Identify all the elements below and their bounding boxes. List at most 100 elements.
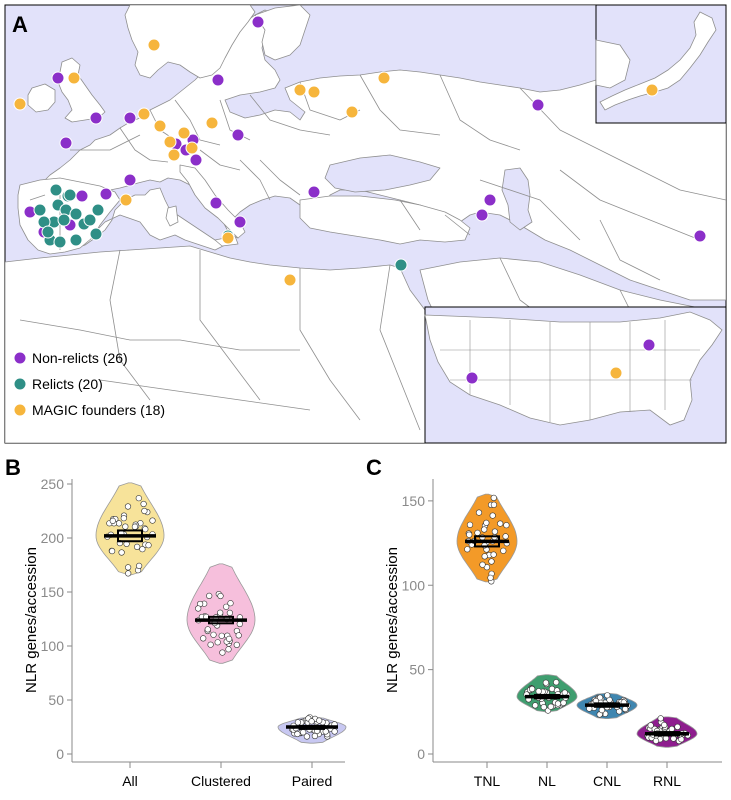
data-point (308, 718, 315, 725)
map-point-relict (69, 207, 83, 221)
map-point-non-relict (475, 208, 489, 222)
map-point-relict (69, 233, 83, 247)
data-point (535, 688, 542, 695)
panel-b-ylabel: NLR genes/accession (23, 547, 40, 693)
panel-label-c: C (366, 455, 382, 480)
inset-japan (595, 4, 727, 124)
data-point (670, 735, 677, 742)
panel-label-b: B (5, 455, 21, 480)
map-point-magic (163, 135, 177, 149)
data-point (124, 503, 132, 510)
data-point (139, 546, 146, 553)
data-point (108, 547, 116, 555)
data-point (210, 631, 217, 638)
panel-c-ylabel: NLR genes/accession (384, 547, 401, 693)
x-tick-label-tnl: TNL (474, 773, 501, 789)
data-point (598, 706, 606, 714)
data-point (195, 605, 202, 612)
data-point (303, 733, 311, 740)
panel-b-axes: 0 50 100 150 200 250 All Clustered Paired (41, 476, 345, 789)
x-tick-label-nl: NL (538, 773, 556, 789)
scandinavia-land (124, 5, 256, 79)
korea-land (595, 39, 631, 89)
data-point (136, 562, 143, 570)
data-point (120, 515, 127, 522)
map-point-relict (41, 225, 55, 239)
data-point (481, 526, 488, 533)
map-sample-points (13, 15, 707, 385)
data-point (479, 561, 486, 568)
y-tick-label: 100 (402, 577, 426, 593)
map-point-relict (83, 213, 97, 227)
map-point-non-relict (211, 73, 225, 87)
map-point-non-relict (307, 185, 321, 199)
data-point (490, 551, 497, 558)
black-sea (324, 154, 441, 193)
map-point-non-relict (123, 173, 137, 187)
map-point-magic (221, 231, 235, 245)
data-point (547, 703, 554, 710)
data-point (489, 512, 496, 519)
panel-a-map: Non-relicts (26) Relicts (20) MAGIC foun… (4, 4, 727, 444)
data-point (226, 635, 233, 643)
map-point-relict (394, 258, 408, 272)
sardinia-land (165, 205, 179, 227)
data-point (652, 737, 660, 745)
data-point (500, 547, 507, 554)
legend-label-magic: MAGIC founders (18) (32, 402, 165, 418)
violin-all (95, 482, 165, 576)
x-tick-label-cnl: CNL (593, 773, 621, 789)
map-point-non-relict (642, 338, 656, 352)
data-point (488, 558, 495, 565)
map-legend: Non-relicts (26) Relicts (20) MAGIC foun… (13, 350, 165, 418)
data-point (233, 641, 240, 649)
map-point-relict (57, 213, 71, 227)
legend-marker-relict (13, 377, 27, 391)
map-point-magic (283, 273, 297, 287)
data-point (487, 574, 494, 581)
data-point (481, 553, 488, 560)
map-point-non-relict (209, 196, 223, 210)
y-tick-label: 150 (41, 584, 65, 600)
violin-tnl (456, 493, 518, 583)
data-point (225, 646, 232, 653)
map-point-magic (205, 116, 219, 130)
map-point-non-relict (99, 187, 113, 201)
map-point-magic (177, 126, 191, 140)
map-point-magic (147, 38, 161, 52)
map-point-magic (13, 97, 27, 111)
data-point (554, 700, 562, 707)
y-tick-label: 0 (417, 746, 425, 762)
panel-c-axes: 0 50 100 150 TNL NL CNL RNL (402, 479, 722, 789)
map-point-relict (91, 203, 105, 217)
data-point (218, 632, 225, 639)
map-point-magic (119, 193, 133, 207)
map-point-magic (153, 119, 167, 133)
data-point (207, 641, 214, 648)
data-point (466, 521, 474, 528)
data-point (622, 705, 629, 713)
data-point (331, 728, 338, 735)
map-point-non-relict (465, 371, 479, 385)
data-point (125, 570, 132, 577)
map-point-non-relict (251, 15, 265, 29)
data-point (497, 520, 504, 527)
map-point-magic (167, 148, 181, 162)
data-point (661, 721, 668, 729)
data-point (118, 549, 125, 556)
data-point (131, 523, 138, 530)
y-tick-label: 150 (402, 493, 426, 509)
usa-state-borders (440, 320, 700, 422)
x-tick-label-paired: Paired (292, 773, 332, 789)
panel-b-violins (95, 482, 347, 744)
map-point-non-relict (89, 111, 103, 125)
data-point (674, 723, 681, 731)
data-point (219, 649, 226, 656)
legend-label-relict: Relicts (20) (32, 376, 103, 392)
x-tick-label-clustered: Clustered (191, 773, 251, 789)
data-point (200, 635, 207, 642)
data-point (141, 507, 148, 515)
data-point (490, 501, 498, 508)
ireland-land (27, 83, 56, 113)
